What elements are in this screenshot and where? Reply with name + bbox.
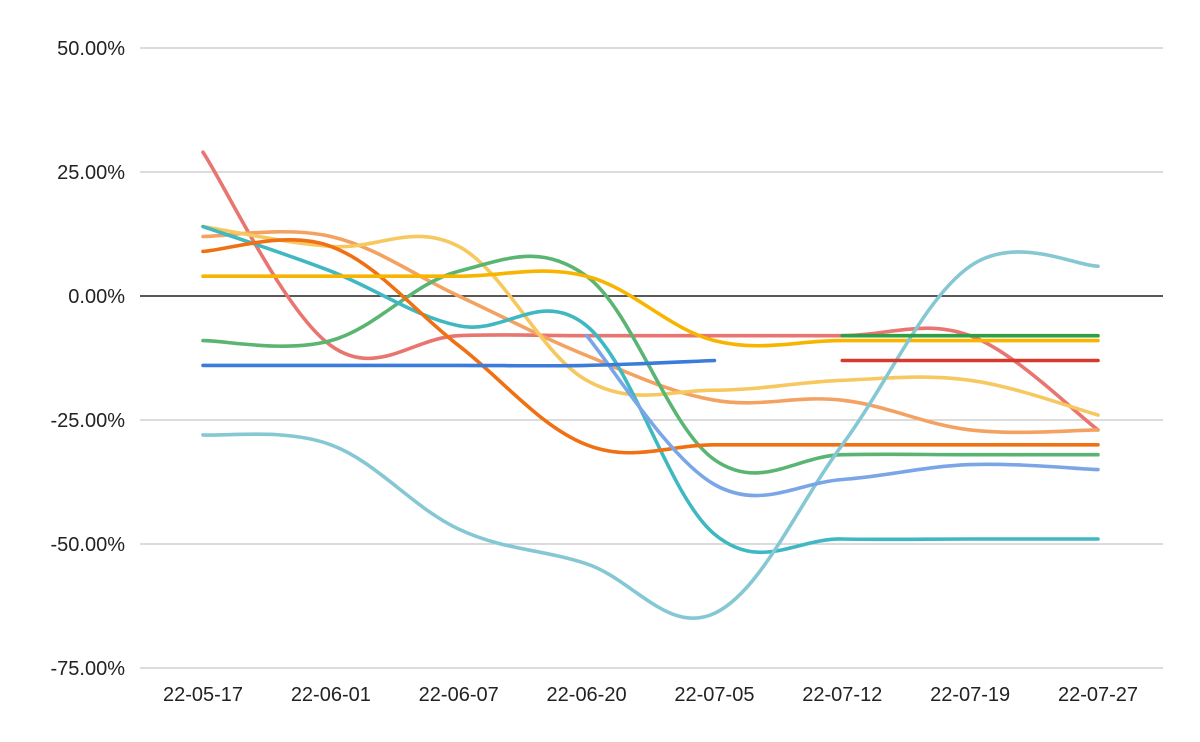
series-lines [201, 150, 1100, 621]
x-tick-label: 22-06-01 [291, 684, 371, 706]
y-tick-label: 25.00% [57, 162, 125, 184]
x-tick-label: 22-06-20 [547, 684, 627, 706]
series-line-2 [201, 229, 1100, 435]
series-line-9 [584, 333, 1100, 498]
x-tick-label: 22-06-07 [419, 684, 499, 706]
series-line-6 [201, 238, 1100, 455]
series-line-4 [201, 254, 1100, 475]
y-axis: 50.00% 25.00% 0.00% -25.00% -50.00% -75.00% [51, 38, 126, 680]
y-tick-label: -75.00% [51, 658, 126, 680]
x-tick-label: 22-05-17 [163, 684, 243, 706]
series-line-7 [201, 269, 1100, 348]
series-line-8 [201, 250, 1100, 621]
series-line-10 [201, 358, 717, 368]
y-tick-label: 50.00% [57, 38, 125, 60]
x-tick-label: 22-07-05 [674, 684, 754, 706]
x-tick-label: 22-07-27 [1058, 684, 1138, 706]
grid-lines [140, 47, 1163, 669]
x-axis: 22-05-17 22-06-01 22-06-07 22-06-20 22-07-05… [163, 684, 1138, 706]
y-tick-label: -25.00% [51, 410, 126, 432]
series-line-3 [201, 224, 1100, 417]
x-tick-label: 22-07-12 [802, 684, 882, 706]
series-line-5 [201, 224, 1100, 555]
x-tick-label: 22-07-19 [930, 684, 1010, 706]
y-tick-label: -50.00% [51, 534, 126, 556]
series-line-1 [201, 150, 1100, 432]
y-tick-label: 0.00% [68, 286, 125, 308]
